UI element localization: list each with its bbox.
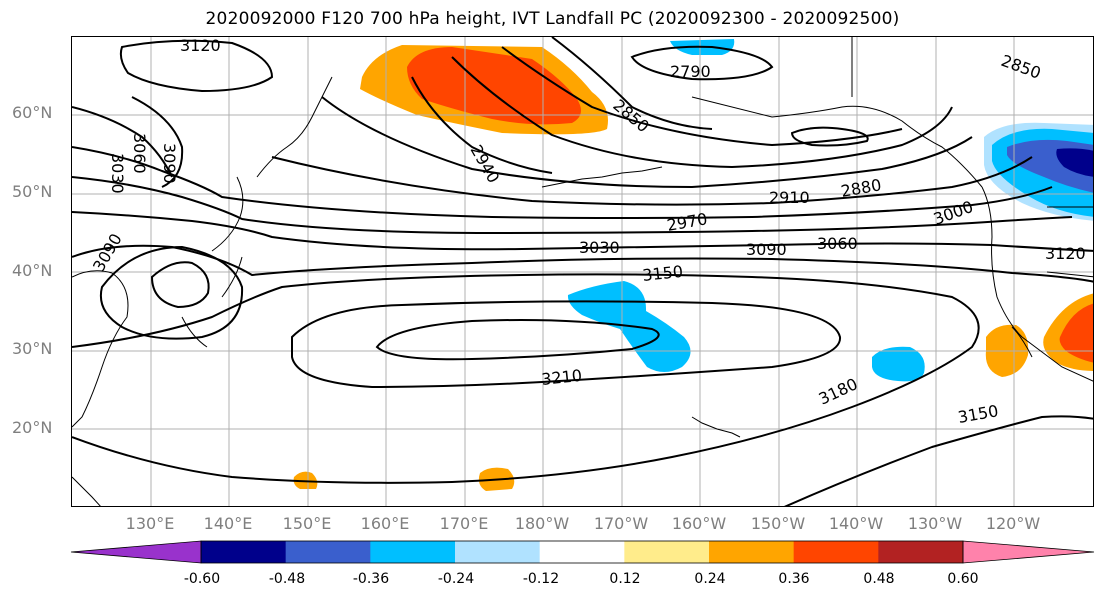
contour-label: 3150 (956, 401, 999, 427)
contour-label: 3030 (579, 238, 620, 257)
contour-2910 (451, 56, 953, 169)
contour-label: 3090 (160, 143, 179, 184)
contour-label: 2940 (467, 142, 504, 187)
colorbar-tick-label: 0.60 (947, 571, 979, 587)
colorbar-tick-label: 0.24 (694, 571, 726, 587)
colorbar-tick-label: -0.60 (183, 571, 221, 587)
coast-baja (1011, 326, 1033, 358)
contour-label: 2880 (839, 175, 882, 201)
contour-3030 (72, 106, 1033, 206)
contour-label: 3180 (816, 374, 861, 408)
graticule (72, 37, 1093, 506)
lon-label: 150°E (282, 514, 332, 533)
contour-3210 (291, 300, 842, 389)
lon-label: 170°W (593, 514, 649, 533)
contour-3150-south (784, 415, 1093, 506)
contour-3180 (72, 273, 980, 484)
lat-label-20n: 20°N (12, 418, 53, 437)
contour-3120 (72, 211, 1093, 252)
contour-label: 3090 (746, 240, 787, 259)
contour-label: 3030 (108, 153, 127, 194)
lat-label-60n: 60°N (12, 103, 53, 122)
coast-alaska (691, 96, 983, 188)
lon-label: 150°W (750, 514, 806, 533)
coast-border-3 (1046, 271, 1093, 278)
colorbar-cell (709, 541, 795, 563)
colorbar-tick-label: 0.12 (609, 571, 641, 587)
colorbar-tick-label: -0.12 (522, 571, 560, 587)
colorbar-cell (71, 541, 201, 563)
lon-label: 130°E (125, 514, 175, 533)
height-contours (72, 37, 1093, 506)
shade-canada-navy (1056, 148, 1093, 177)
colorbar-tick-label: -0.48 (268, 571, 306, 587)
contour-2940 (411, 76, 553, 174)
colorbar-cell (963, 541, 1094, 563)
lat-label-50n: 50°N (12, 182, 53, 201)
contour-label: 3060 (130, 133, 149, 174)
contour-2790 (630, 45, 774, 81)
colorbar-tick-label: 0.48 (863, 571, 895, 587)
coast-philippines (72, 476, 101, 506)
contour-3150 (72, 244, 1093, 283)
contour-2970 (321, 96, 973, 189)
colorbar-tick-label: -0.36 (352, 571, 390, 587)
contour-3060-west (131, 96, 184, 188)
lat-label-40n: 40°N (12, 261, 53, 280)
colorbar-cell (539, 541, 625, 563)
colorbar-cell (624, 541, 710, 563)
contour-label: 2910 (769, 188, 810, 207)
colorbar-tick-label: -0.24 (437, 571, 475, 587)
colorbar-cell (455, 541, 541, 563)
contour-label: 2850 (999, 51, 1044, 83)
map-panel: 3120 3030 3060 3090 3090 2940 2850 2790 … (71, 36, 1094, 507)
lon-label: 120°W (985, 514, 1041, 533)
colorbar-cell (370, 541, 456, 563)
lat-label-30n: 30°N (12, 339, 53, 358)
coast-aleutians (541, 166, 663, 188)
shade-california-inner (1059, 303, 1093, 363)
lon-label: 160°W (671, 514, 727, 533)
contour-low-inner (790, 126, 869, 147)
map-title: 2020092000 F120 700 hPa height, IVT Land… (205, 9, 900, 29)
contour-japan-low (150, 261, 210, 309)
colorbar-cell (201, 541, 287, 563)
map-canvas: 3120 3030 3060 3090 3090 2940 2850 2790 … (72, 37, 1093, 506)
contour-3180-inner (375, 319, 660, 361)
contour-3120-nw (119, 39, 274, 93)
lon-label: 160°E (360, 514, 410, 533)
shade-siberia-inner (407, 47, 581, 125)
contour-2880 (501, 46, 903, 147)
contour-label: 3150 (641, 262, 683, 285)
colorbar-cell (878, 541, 964, 563)
lon-label: 140°E (203, 514, 253, 533)
colorbar-cells (71, 541, 1094, 563)
coastlines (72, 37, 1093, 506)
contour-3090 (72, 176, 1073, 235)
contour-label: 3120 (1045, 244, 1086, 263)
contour-2850 (551, 37, 713, 130)
contour-label: 3060 (817, 234, 858, 253)
contour-label: 3210 (540, 366, 582, 389)
colorbar (70, 540, 1095, 564)
coast-hawaii (691, 416, 741, 438)
colorbar-cell (793, 541, 879, 563)
lon-label: 140°W (828, 514, 884, 533)
lon-label: 180°W (514, 514, 570, 533)
contour-label: 3120 (180, 37, 221, 55)
colorbar-tick-label: 0.36 (778, 571, 810, 587)
colorbar-cell (285, 541, 371, 563)
contour-japan-low-outer (100, 245, 244, 340)
lon-label: 130°W (907, 514, 963, 533)
lon-label: 170°E (439, 514, 489, 533)
shade-east-pacific (872, 346, 925, 382)
contour-3060 (72, 146, 1053, 219)
contour-label: 2790 (670, 62, 711, 81)
coast-asia (72, 270, 129, 428)
colorbar-outline (200, 540, 964, 564)
